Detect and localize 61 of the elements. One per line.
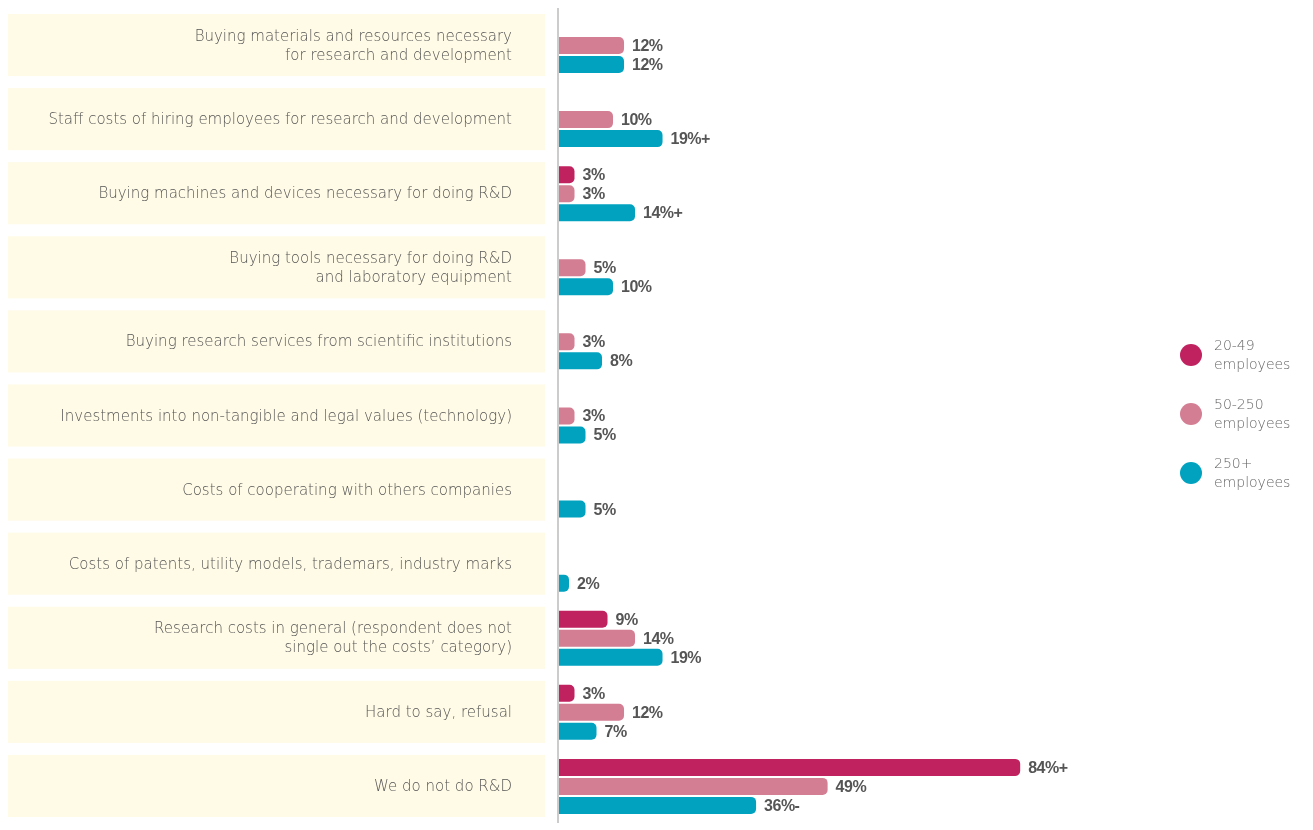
bar (558, 426, 586, 444)
data-label: 3% (582, 166, 605, 184)
data-label: 12% (632, 703, 663, 721)
legend-label: 250+ employees (1214, 454, 1291, 492)
y-tick-label: Costs of patents, utility models, trademars, industry marks (68, 554, 512, 573)
bar (558, 648, 663, 666)
y-tick-label: Buying tools necessary for doing R&D and laboratory equipment (229, 248, 513, 286)
bar (558, 352, 603, 370)
y-tick-label: Costs of cooperating with others companies (182, 480, 512, 499)
bar (558, 204, 636, 222)
data-label: 5% (593, 259, 616, 277)
data-label: 3% (582, 684, 605, 702)
bar (558, 722, 597, 740)
y-tick-label: Staff costs of hiring employees for research and development (48, 110, 513, 129)
data-label: 19% (670, 648, 702, 666)
bar (558, 407, 575, 425)
data-label: 14% (643, 629, 674, 647)
bar (558, 796, 757, 814)
bar (558, 278, 614, 296)
y-tick-label: We do not do R&D (374, 776, 512, 795)
bar (558, 703, 625, 721)
bar (558, 56, 625, 73)
bar (558, 777, 828, 795)
y-tick-label: Hard to say, refusal (365, 702, 512, 721)
data-label: 2% (577, 574, 600, 592)
legend-label: 20-49 employees (1214, 336, 1291, 374)
data-label: 3% (582, 407, 605, 425)
data-label: 7% (604, 722, 627, 740)
data-label: 5% (593, 426, 616, 444)
data-label: 12% (632, 56, 663, 73)
y-tick-label: Buying materials and resources necessary for research and development (194, 26, 513, 64)
data-label: 10% (621, 278, 652, 296)
y-tick-label: Research costs in general (respondent does not single out the costs’ category) (154, 619, 513, 657)
bar (558, 130, 663, 148)
data-label: 8% (610, 352, 633, 370)
bar (558, 111, 614, 129)
bar (558, 500, 586, 518)
bar (558, 629, 636, 647)
data-label: 84%+ (1028, 758, 1068, 776)
bar (558, 333, 575, 351)
bar (558, 185, 575, 203)
bar (558, 166, 575, 184)
data-label: 12% (632, 37, 663, 54)
y-tick-label: Buying research services from scientific institutions (125, 332, 512, 351)
data-label: 5% (593, 500, 616, 518)
bar (558, 610, 608, 628)
bar (558, 259, 586, 277)
y-tick-label: Investments into non-tangible and legal values (technology) (60, 406, 512, 425)
data-label: 36%- (764, 796, 800, 814)
bar (558, 37, 625, 54)
data-label: 10% (621, 111, 652, 129)
data-label: 9% (615, 610, 638, 628)
bar (558, 684, 575, 702)
bar (558, 758, 1021, 776)
data-label: 14%+ (643, 204, 683, 222)
data-label: 3% (582, 185, 605, 203)
data-label: 19%+ (670, 130, 711, 148)
y-tick-label: Buying machines and devices necessary for doing R&D (98, 184, 512, 203)
data-label: 49% (835, 777, 867, 795)
legend-label: 50-250 employees (1214, 395, 1291, 433)
data-label: 3% (582, 333, 605, 351)
